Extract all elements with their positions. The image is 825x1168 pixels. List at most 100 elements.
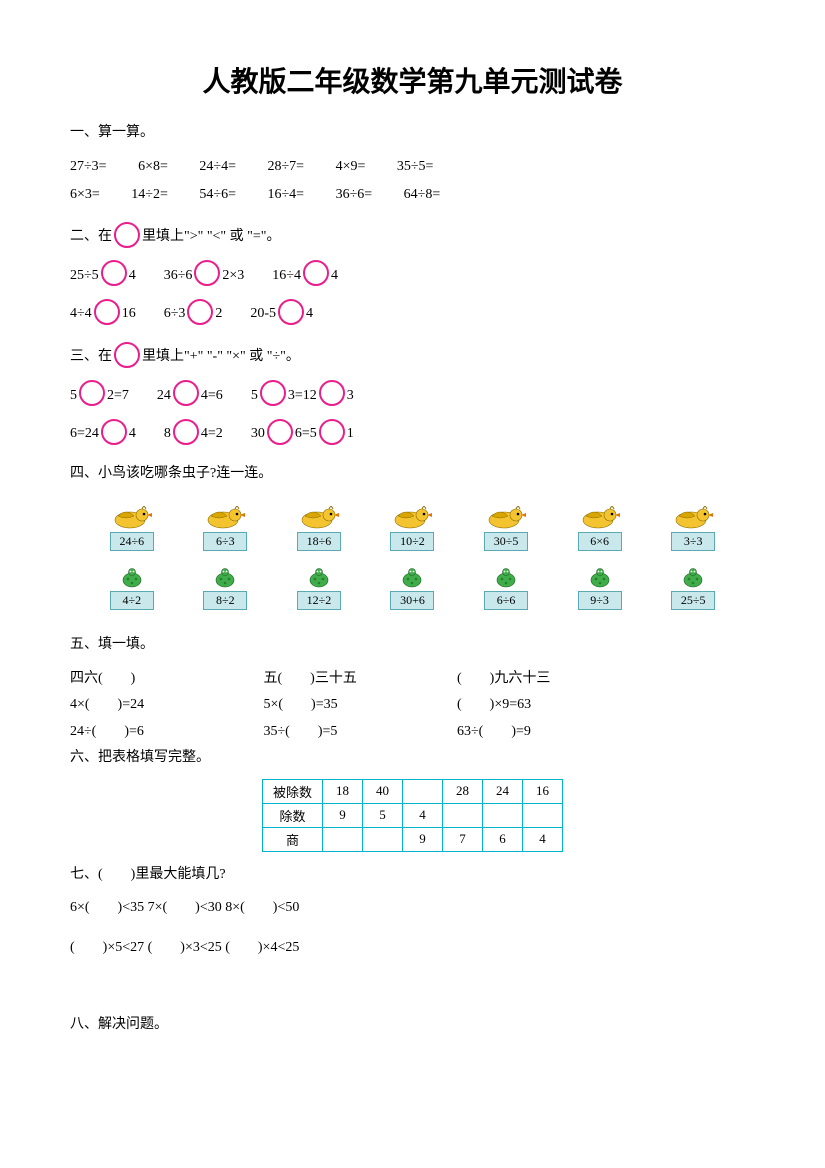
compare-left: 36÷6 bbox=[164, 268, 193, 283]
bird-label: 6÷3 bbox=[203, 532, 247, 551]
table-header-cell: 除数 bbox=[262, 803, 322, 827]
q8-heading: 八、解决问题。 bbox=[70, 1012, 755, 1037]
q5-cell: 5×( )=35 bbox=[264, 692, 454, 719]
bug-icon bbox=[120, 567, 144, 589]
expr-text: 4=6 bbox=[201, 388, 223, 403]
blank-circle-icon bbox=[267, 419, 293, 445]
blank-circle-icon bbox=[173, 419, 199, 445]
q1-eq: 27÷3= bbox=[70, 153, 107, 181]
q1-eq: 35÷5= bbox=[397, 153, 434, 181]
q1-heading: 一、算一算。 bbox=[70, 120, 755, 145]
bug-card: 6÷6 bbox=[471, 567, 541, 610]
blank-circle-icon bbox=[173, 380, 199, 406]
compare-right: 4 bbox=[129, 268, 136, 283]
bug-card: 25÷5 bbox=[658, 567, 728, 610]
q6-heading: 六、把表格填写完整。 bbox=[70, 745, 755, 770]
q2-row2: 4÷4 16 6÷32 20-54 bbox=[70, 296, 755, 333]
q1-eq: 54÷6= bbox=[199, 181, 236, 209]
bug-icon bbox=[681, 567, 705, 589]
table-header-cell: 商 bbox=[262, 827, 322, 851]
bird-icon bbox=[299, 502, 339, 530]
q3-row2: 6=24484=2306=51 bbox=[70, 416, 755, 453]
bird-icon bbox=[112, 502, 152, 530]
compare-left: 16÷4 bbox=[272, 268, 301, 283]
blank-circle-icon bbox=[114, 222, 140, 248]
q6-table: 被除数1840282416除数954商9764 bbox=[262, 779, 563, 852]
compare-group: 20-54 bbox=[250, 296, 313, 332]
q5-cell: 63÷( )=9 bbox=[457, 719, 647, 746]
operator-group: 52=7 bbox=[70, 378, 129, 414]
bug-label: 6÷6 bbox=[484, 591, 528, 610]
q2-heading: 二、在里填上">" "<" 或 "="。 bbox=[70, 219, 755, 255]
compare-left: 4÷4 bbox=[70, 306, 92, 321]
blank-circle-icon bbox=[319, 380, 345, 406]
table-cell bbox=[483, 803, 523, 827]
q7-row1: 6×( )<35 7×( )<30 8×( )<50 bbox=[70, 895, 755, 922]
blank-circle-icon bbox=[101, 260, 127, 286]
q3-heading: 三、在 里填上"+" "-" "×" 或 "÷"。 bbox=[70, 339, 755, 375]
q3-heading-a: 三、在 bbox=[70, 349, 112, 364]
table-cell bbox=[323, 827, 363, 851]
q7-row2: ( )×5<27 ( )×3<25 ( )×4<25 bbox=[70, 935, 755, 962]
compare-left: 20-5 bbox=[250, 306, 276, 321]
q2-row1: 25÷5436÷62×316÷44 bbox=[70, 258, 755, 295]
compare-group: 16÷4 4 bbox=[272, 258, 338, 294]
bug-card: 4÷2 bbox=[97, 567, 167, 610]
table-cell bbox=[443, 803, 483, 827]
q3-heading-b: 里填上"+" "-" "×" 或 "÷"。 bbox=[142, 349, 300, 364]
expr-text: 1 bbox=[347, 426, 354, 441]
bird-icon bbox=[673, 502, 713, 530]
q5-body: 四六( ) 五( )三十五 ( )九六十三 4×( )=24 5×( )=35 … bbox=[70, 666, 755, 746]
compare-group: 6÷32 bbox=[164, 296, 223, 332]
expr-text: 3 bbox=[347, 388, 354, 403]
blank-circle-icon bbox=[187, 299, 213, 325]
bird-label: 3÷3 bbox=[671, 532, 715, 551]
bug-label: 30+6 bbox=[390, 591, 434, 610]
q5-cell: 24÷( )=6 bbox=[70, 719, 260, 746]
q5-cell: ( )九六十三 bbox=[457, 666, 647, 693]
compare-group: 4÷4 16 bbox=[70, 296, 136, 332]
expr-text: 6=5 bbox=[295, 426, 317, 441]
operator-group: 30 6=5 1 bbox=[251, 416, 354, 452]
table-cell: 9 bbox=[323, 803, 363, 827]
compare-left: 6÷3 bbox=[164, 306, 186, 321]
q1-row1: 27÷3= 6×8= 24÷4= 28÷7= 4×9= 35÷5= bbox=[70, 153, 755, 181]
q5-cell: 四六( ) bbox=[70, 666, 260, 693]
q5-cell: 35÷( )=5 bbox=[264, 719, 454, 746]
bugs-row: 4÷2 8÷2 12÷2 30+6 6÷6 bbox=[70, 559, 755, 618]
bird-card: 6×6 bbox=[565, 502, 635, 551]
table-cell: 6 bbox=[483, 827, 523, 851]
q1-eq: 28÷7= bbox=[267, 153, 304, 181]
expr-text: 5 bbox=[251, 388, 258, 403]
expr-text: 4 bbox=[129, 426, 136, 441]
bird-card: 18÷6 bbox=[284, 502, 354, 551]
q1-eq: 64÷8= bbox=[404, 181, 441, 209]
q5-cell: 4×( )=24 bbox=[70, 692, 260, 719]
q1-eq: 6×8= bbox=[138, 153, 168, 181]
compare-right: 16 bbox=[122, 306, 136, 321]
bird-icon bbox=[392, 502, 432, 530]
table-cell bbox=[363, 827, 403, 851]
table-cell: 5 bbox=[363, 803, 403, 827]
blank-circle-icon bbox=[194, 260, 220, 286]
bird-card: 24÷6 bbox=[97, 502, 167, 551]
expr-text: 8 bbox=[164, 426, 171, 441]
bug-icon bbox=[494, 567, 518, 589]
bird-label: 10÷2 bbox=[390, 532, 434, 551]
q4-heading: 四、小鸟该吃哪条虫子?连一连。 bbox=[70, 461, 755, 486]
blank-circle-icon bbox=[94, 299, 120, 325]
compare-right: 4 bbox=[331, 268, 338, 283]
compare-group: 25÷54 bbox=[70, 258, 136, 294]
q5-cell: ( )×9=63 bbox=[457, 692, 647, 719]
blank-circle-icon bbox=[260, 380, 286, 406]
q1-eq: 6×3= bbox=[70, 181, 100, 209]
bird-card: 10÷2 bbox=[377, 502, 447, 551]
expr-text: 30 bbox=[251, 426, 265, 441]
table-cell bbox=[403, 779, 443, 803]
q1-eq: 24÷4= bbox=[199, 153, 236, 181]
bird-card: 6÷3 bbox=[190, 502, 260, 551]
birds-row: 24÷6 6÷3 18÷6 10÷2 30÷5 6×6 bbox=[70, 494, 755, 559]
expr-text: 2=7 bbox=[107, 388, 129, 403]
bug-icon bbox=[213, 567, 237, 589]
expr-text: 4=2 bbox=[201, 426, 223, 441]
